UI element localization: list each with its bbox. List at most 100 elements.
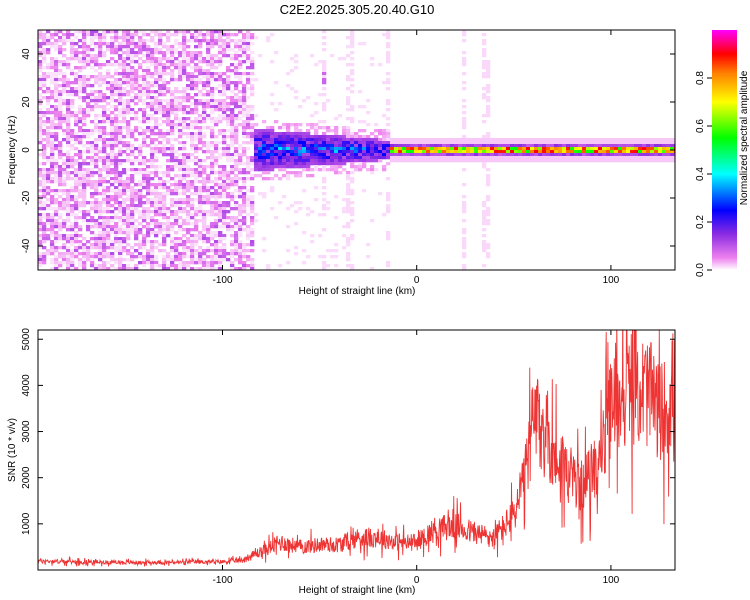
heatmap-cell [114, 225, 119, 229]
heatmap-cell [110, 159, 115, 163]
heatmap-cell [150, 231, 155, 235]
heatmap-cell [118, 255, 123, 259]
heatmap-cell [74, 36, 79, 40]
heatmap-cell [98, 147, 103, 151]
heatmap-cell [534, 150, 539, 154]
heatmap-cell [114, 153, 119, 157]
heatmap-cell [486, 111, 491, 115]
heatmap-cell [422, 153, 427, 157]
colorbar-label: Normalized spectral amplitude [739, 70, 750, 205]
heatmap-cell [342, 138, 347, 142]
heatmap-cell [122, 72, 127, 76]
heatmap-cell [110, 177, 115, 181]
heatmap-cell [126, 48, 131, 52]
heatmap-cell [278, 156, 283, 160]
heatmap-cell [82, 135, 87, 139]
heatmap-cell [278, 138, 283, 142]
heatmap-cell [54, 78, 59, 82]
heatmap-cell [142, 117, 147, 121]
heatmap-cell [58, 96, 63, 100]
heatmap-cell [234, 240, 239, 244]
heatmap-cell [542, 150, 547, 154]
heatmap-cell [198, 207, 203, 211]
heatmap-cell [122, 189, 127, 193]
heatmap-cell [178, 78, 183, 82]
heatmap-cell [506, 141, 511, 145]
heatmap-cell [490, 150, 495, 154]
heatmap-cell [178, 69, 183, 73]
heatmap-cell [42, 66, 47, 70]
heatmap-cell [174, 102, 179, 106]
heatmap-cell [138, 48, 143, 52]
heatmap-cell [74, 138, 79, 142]
heatmap-cell [38, 84, 43, 88]
heatmap-cell [178, 105, 183, 109]
heatmap-cell [42, 60, 47, 64]
heatmap-cell [262, 168, 267, 172]
heatmap-cell [50, 66, 55, 70]
heatmap-cell [190, 240, 195, 244]
y-tick-label: 1000 [21, 512, 32, 535]
heatmap-cell [126, 249, 131, 253]
heatmap-cell [482, 264, 487, 268]
heatmap-cell [138, 78, 143, 82]
heatmap-cell [130, 207, 135, 211]
heatmap-cell [266, 129, 271, 133]
heatmap-cell [662, 141, 667, 145]
heatmap-cell [618, 141, 623, 145]
heatmap-cell [106, 180, 111, 184]
heatmap-cell [226, 174, 231, 178]
heatmap-cell [130, 204, 135, 208]
heatmap-cell [482, 243, 487, 247]
heatmap-cell [538, 147, 543, 151]
heatmap-cell [286, 171, 291, 175]
heatmap-cell [74, 237, 79, 241]
heatmap-cell [42, 111, 47, 115]
heatmap-cell [90, 231, 95, 235]
heatmap-cell [626, 147, 631, 151]
heatmap-cell [138, 108, 143, 112]
heatmap-cell [158, 69, 163, 73]
heatmap-cell [230, 264, 235, 268]
heatmap-cell [314, 168, 319, 172]
heatmap-cell [126, 57, 131, 61]
heatmap-cell [98, 192, 103, 196]
heatmap-cell [350, 213, 355, 217]
heatmap-cell [118, 132, 123, 136]
heatmap-cell [158, 147, 163, 151]
heatmap-cell [154, 219, 159, 223]
heatmap-cell [42, 222, 47, 226]
heatmap-cell [350, 141, 355, 145]
heatmap-cell [538, 156, 543, 160]
heatmap-cell [342, 147, 347, 151]
heatmap-cell [234, 96, 239, 100]
heatmap-cell [122, 78, 127, 82]
heatmap-cell [194, 192, 199, 196]
heatmap-cell [202, 36, 207, 40]
heatmap-cell [42, 147, 47, 151]
heatmap-cell [202, 261, 207, 265]
heatmap-cell [282, 132, 287, 136]
heatmap-cell [134, 198, 139, 202]
heatmap-cell [566, 159, 571, 163]
heatmap-cell [74, 186, 79, 190]
heatmap-cell [546, 141, 551, 145]
heatmap-cell [194, 138, 199, 142]
heatmap-cell [150, 222, 155, 226]
heatmap-cell [218, 33, 223, 37]
heatmap-cell [162, 261, 167, 265]
heatmap-cell [62, 39, 67, 43]
heatmap-cell [250, 108, 255, 112]
heatmap-cell [198, 213, 203, 217]
heatmap-cell [406, 147, 411, 151]
heatmap-cell [154, 231, 159, 235]
heatmap-cell [158, 33, 163, 37]
heatmap-cell [94, 42, 99, 46]
heatmap-cell [482, 162, 487, 166]
heatmap-cell [578, 156, 583, 160]
heatmap-cell [402, 144, 407, 148]
heatmap-cell [178, 204, 183, 208]
heatmap-cell [446, 153, 451, 157]
heatmap-cell [42, 96, 47, 100]
heatmap-cell [190, 192, 195, 196]
